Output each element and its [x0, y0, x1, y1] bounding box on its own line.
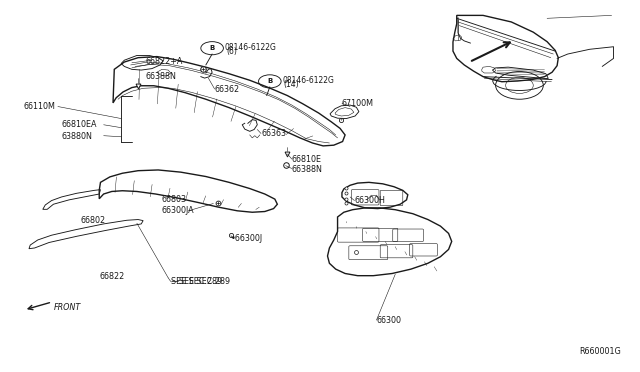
Text: R660001G: R660001G [579, 347, 621, 356]
Text: (6): (6) [226, 47, 237, 56]
Text: —SEE SEC.289: —SEE SEC.289 [171, 277, 230, 286]
Text: 67100M: 67100M [342, 99, 374, 108]
Text: 66300H: 66300H [355, 196, 385, 205]
Text: (14): (14) [284, 80, 300, 89]
Text: FRONT: FRONT [54, 302, 81, 311]
Text: B: B [209, 45, 215, 51]
Text: 66388N: 66388N [146, 72, 177, 81]
Text: B: B [267, 78, 273, 84]
Text: 63880N: 63880N [61, 132, 92, 141]
Text: 08146-6122G: 08146-6122G [225, 43, 276, 52]
Text: 66362: 66362 [214, 84, 240, 93]
Text: 66810E: 66810E [292, 154, 322, 164]
Text: SEE SEC.289: SEE SEC.289 [171, 277, 222, 286]
Text: 66110M: 66110M [24, 102, 55, 111]
Text: 66803: 66803 [162, 195, 187, 203]
Text: 08146-6122G: 08146-6122G [282, 76, 334, 85]
Text: 66388N: 66388N [292, 165, 323, 174]
Text: 66300JA: 66300JA [162, 206, 195, 215]
Text: 66822+A: 66822+A [146, 57, 183, 66]
Text: 66810EA: 66810EA [61, 120, 97, 129]
Text: 66363: 66363 [261, 129, 286, 138]
Text: 66300: 66300 [376, 316, 401, 325]
Text: 66802: 66802 [81, 216, 106, 225]
Text: •66300J: •66300J [231, 234, 263, 243]
Text: 66822: 66822 [99, 272, 124, 281]
